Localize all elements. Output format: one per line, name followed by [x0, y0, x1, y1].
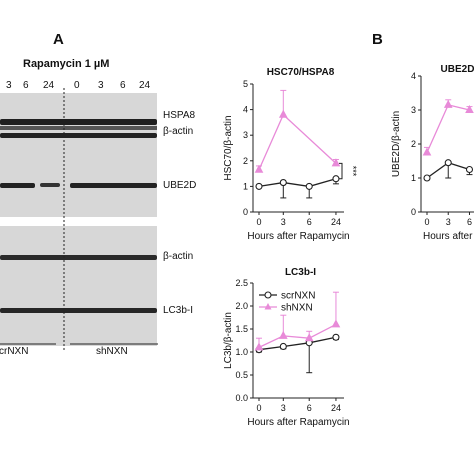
blot-bands-upper — [0, 93, 157, 217]
y-tick-label: 1 — [243, 181, 248, 191]
y-axis-label: UBE2D/β-actin — [391, 111, 402, 177]
panel-letter-b: B — [372, 31, 383, 48]
legend-marker — [264, 291, 272, 299]
data-point-scrnxn — [465, 165, 474, 174]
data-point-scrnxn — [255, 182, 263, 190]
chart-title: LC3b-I — [285, 267, 316, 278]
group-label-scrnxn: scrNXN — [0, 346, 29, 357]
significance-label: *** — [348, 166, 358, 177]
series-line-scrnxn — [258, 336, 337, 351]
y-tick-label: 4 — [243, 105, 248, 115]
chart-title: HSC70/HSPA8 — [267, 67, 335, 78]
y-tick-label: 4 — [411, 71, 416, 81]
data-point-scrnxn — [305, 182, 313, 190]
x-tick-label: 6 — [307, 403, 312, 413]
x-tick-label: 0 — [424, 217, 429, 227]
band-label-hspa8: HSPA8 — [163, 110, 196, 121]
y-tick-label: 0.0 — [235, 393, 248, 403]
y-tick-label: 3 — [411, 105, 416, 115]
group-label-shnxn: shNXN — [96, 346, 128, 357]
x-tick-label: 3 — [281, 217, 286, 227]
western-blot-upper — [0, 93, 157, 217]
y-tick-label: 1.0 — [235, 347, 248, 357]
data-point-shnxn — [254, 164, 264, 173]
x-axis-label: Hours after Rapamycin — [247, 231, 349, 242]
data-point-scrnxn — [444, 159, 452, 167]
blot-bands-lower — [0, 226, 157, 346]
x-tick-label: 3 — [446, 217, 451, 227]
data-point-shnxn — [331, 158, 341, 167]
y-tick-label: 1 — [411, 173, 416, 183]
x-tick-label: 6 — [467, 217, 472, 227]
timepoint-label: 6 — [120, 80, 126, 91]
x-tick-label: 24 — [331, 217, 341, 227]
data-point-shnxn — [331, 319, 341, 328]
timepoint-label: 3 — [6, 80, 12, 91]
x-tick-label: 6 — [307, 217, 312, 227]
data-point-scrnxn — [423, 174, 431, 182]
band-label-lc3b-i: LC3b-I — [163, 305, 194, 316]
legend-label: shNXN — [281, 303, 313, 314]
data-point-shnxn — [254, 342, 264, 351]
y-tick-label: 1.5 — [235, 324, 248, 334]
y-axis-label: HSC70/β-actin — [223, 115, 234, 180]
timepoint-label: 3 — [98, 80, 104, 91]
data-point-shnxn — [278, 330, 288, 339]
group-brackets — [0, 343, 158, 345]
data-point-scrnxn — [332, 175, 340, 183]
y-tick-label: 2.0 — [235, 301, 248, 311]
timepoint-label: 24 — [43, 80, 55, 91]
legend-label: scrNXN — [281, 291, 315, 302]
legend-marker — [264, 303, 272, 310]
timepoint-label: 6 — [23, 80, 29, 91]
treatment-label: Rapamycin 1 µM — [23, 58, 110, 70]
panel-letter-a: A — [53, 31, 64, 48]
series-line-shnxn — [258, 323, 337, 348]
data-point-shnxn — [278, 109, 288, 118]
y-tick-label: 0 — [411, 207, 416, 217]
y-tick-label: 0 — [243, 207, 248, 217]
band-label-ube2d: UBE2D — [163, 180, 197, 191]
x-tick-label: 3 — [281, 403, 286, 413]
data-point-shnxn — [465, 104, 474, 113]
y-tick-label: 0.5 — [235, 370, 248, 380]
series-line-shnxn — [426, 104, 470, 153]
significance-bracket — [339, 162, 343, 180]
data-point-scrnxn — [279, 342, 287, 351]
x-tick-label: 0 — [256, 403, 261, 413]
timepoint-label: 0 — [74, 80, 80, 91]
timepoint-label: 24 — [139, 80, 151, 91]
data-point-scrnxn — [279, 179, 287, 187]
series-line-shnxn — [258, 113, 337, 171]
x-axis-label: Hours after Rapamycin — [247, 417, 349, 428]
band-label-beta-actin: β-actin — [163, 126, 194, 137]
x-tick-label: 0 — [256, 217, 261, 227]
band-label-beta-actin: β-actin — [163, 251, 194, 262]
x-tick-label: 24 — [331, 403, 341, 413]
y-tick-label: 2 — [243, 156, 248, 166]
y-tick-label: 3 — [243, 130, 248, 140]
y-tick-label: 2.5 — [235, 278, 248, 288]
data-point-scrnxn — [332, 333, 340, 341]
western-blot-lower — [0, 226, 157, 346]
chart-title: UBE2D — [441, 64, 474, 75]
y-axis-label: LC3b/β-actin — [223, 312, 234, 369]
y-tick-label: 2 — [411, 139, 416, 149]
x-axis-label: Hours after Ra — [423, 231, 474, 242]
data-point-shnxn — [304, 333, 314, 342]
data-point-shnxn — [422, 147, 432, 156]
series-line-scrnxn — [258, 178, 337, 188]
y-tick-label: 5 — [243, 79, 248, 89]
data-point-shnxn — [443, 99, 453, 108]
